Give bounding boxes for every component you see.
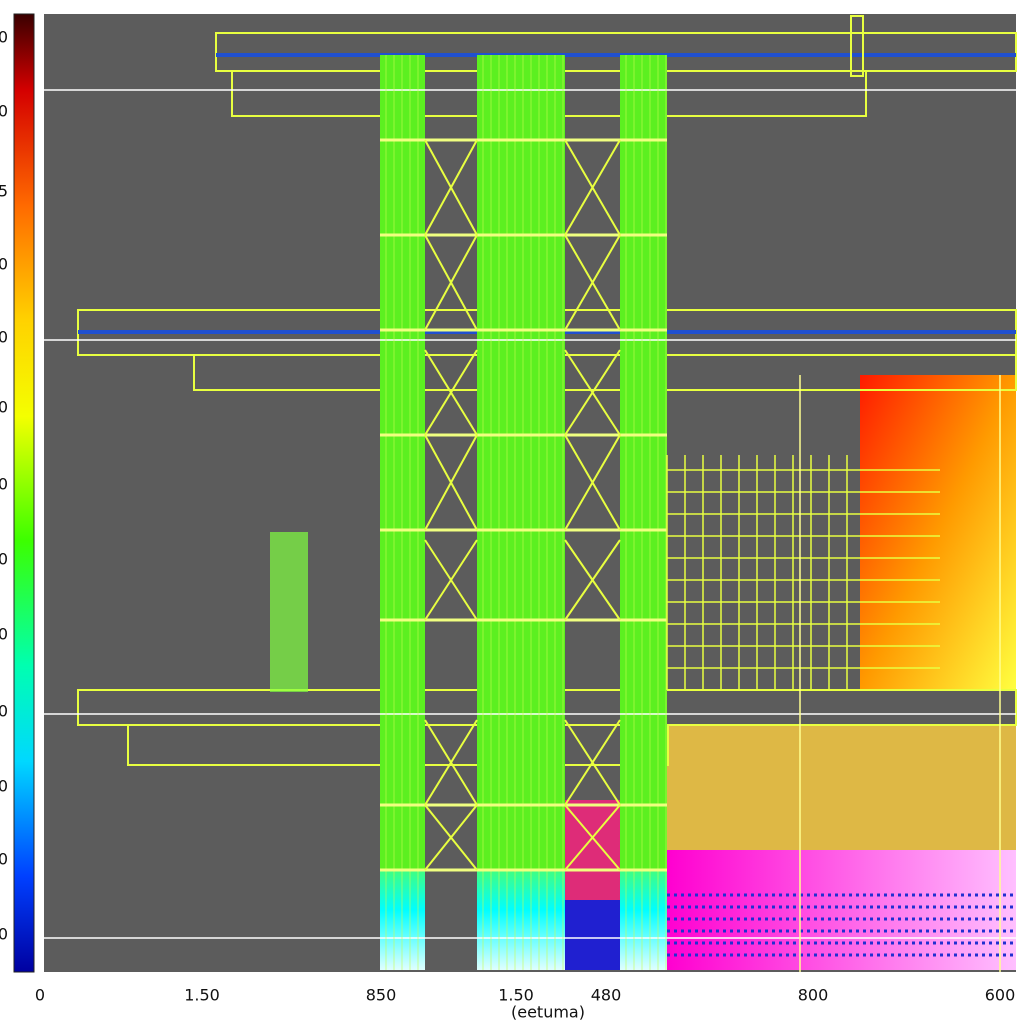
x-tick-label: 800	[798, 986, 829, 1005]
brace	[424, 719, 478, 806]
brace	[424, 139, 478, 236]
brace	[564, 719, 621, 806]
brace	[564, 234, 621, 331]
tower-base	[477, 870, 565, 970]
colorbar-label: 0	[0, 398, 8, 417]
mid-beam	[193, 354, 1017, 391]
x-tick-label: 850	[366, 986, 397, 1005]
colorbar-label: 0	[0, 777, 8, 796]
tower-base	[620, 870, 667, 970]
warm-region	[667, 725, 1016, 850]
colorbar-label: 5	[0, 182, 8, 201]
tower	[620, 55, 667, 970]
brace	[424, 434, 478, 531]
colorbar-label: 0	[0, 28, 8, 47]
colorbar-label: 0	[0, 702, 8, 721]
colorbar	[13, 13, 35, 973]
x-axis-title: (eetuma)	[511, 1003, 585, 1022]
brace	[564, 349, 621, 436]
brace	[424, 804, 478, 871]
x-tick-label: 600	[985, 986, 1016, 1005]
mast	[850, 15, 864, 77]
blue-region	[565, 900, 620, 970]
colorbar-label: 0	[0, 850, 8, 869]
colorbar-label: 0	[0, 255, 8, 274]
brace	[564, 139, 621, 236]
brace	[424, 349, 478, 436]
brace	[424, 539, 478, 621]
brace	[424, 234, 478, 331]
brace	[564, 804, 621, 871]
pink-region	[667, 850, 1016, 970]
colorbar-label: 0	[0, 328, 8, 347]
hot-region	[860, 375, 1016, 690]
tower	[477, 55, 565, 970]
x-tick-label: 1.50	[184, 986, 220, 1005]
x-tick-label: 0	[35, 986, 45, 1005]
colorbar-label: 0	[0, 925, 8, 944]
x-tick-label: 1.50	[498, 986, 534, 1005]
colorbar-label: 0	[0, 102, 8, 121]
side-column	[270, 532, 308, 692]
brace	[564, 434, 621, 531]
colorbar-label: 0	[0, 475, 8, 494]
x-tick-label: 480	[591, 986, 622, 1005]
colorbar-label: 0	[0, 625, 8, 644]
brace	[564, 539, 621, 621]
colorbar-label: 0	[0, 550, 8, 569]
